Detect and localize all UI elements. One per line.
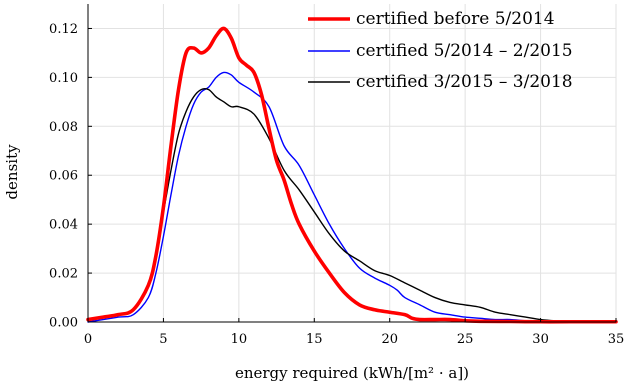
y-tick-label: 0.02 [49, 267, 78, 282]
series-2014-2015-line [87, 71, 617, 323]
y-tick-label: 0.10 [49, 71, 78, 86]
series-before-2014-line [86, 26, 618, 324]
axes [87, 4, 617, 323]
legend: certified before 5/2014 certified 5/2014 … [308, 9, 573, 92]
legend-label: certified 5/2014 – 2/2015 [356, 41, 573, 61]
series-lines [86, 26, 618, 324]
x-tick-label: 25 [457, 332, 474, 347]
tick-labels: 0 5 10 15 20 25 30 35 0.00 0.02 0.04 0.06 0.08 0.10 0.… [49, 22, 624, 347]
x-tick-label: 0 [84, 332, 92, 347]
y-tick-label: 0.12 [49, 22, 78, 37]
legend-label: certified before 5/2014 [356, 9, 555, 29]
x-tick-label: 20 [381, 332, 398, 347]
x-axis-label: energy required (kWh/[m² · a]) [235, 364, 469, 382]
y-tick-label: 0.00 [49, 316, 78, 331]
legend-label: certified 3/2015 – 3/2018 [356, 72, 573, 92]
x-tick-label: 15 [306, 332, 323, 347]
x-tick-label: 5 [159, 332, 167, 347]
y-tick-label: 0.04 [49, 218, 78, 233]
legend-item-2015-2018: certified 3/2015 – 3/2018 [308, 72, 573, 92]
legend-item-2014-2015: certified 5/2014 – 2/2015 [308, 41, 573, 61]
x-tick-label: 30 [532, 332, 549, 347]
x-tick-label: 10 [231, 332, 248, 347]
x-tick-label: 35 [608, 332, 624, 347]
y-tick-label: 0.06 [49, 169, 78, 184]
y-tick-label: 0.08 [49, 120, 78, 135]
series-2015-2018-line [87, 87, 617, 323]
grid-lines [87, 4, 617, 323]
y-axis-label: density [3, 144, 21, 200]
legend-item-before-2014: certified before 5/2014 [308, 9, 555, 29]
